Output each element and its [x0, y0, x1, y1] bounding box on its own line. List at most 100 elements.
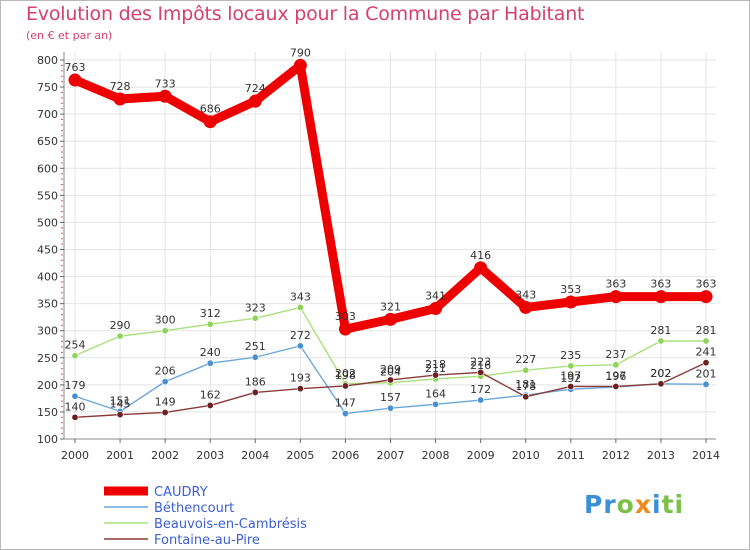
y-tick-label-650: 650	[37, 135, 58, 148]
point-fontaine-au-pire-2004	[251, 388, 259, 396]
y-minor-tick	[61, 259, 63, 261]
chart-title: Evolution des Impôts locaux pour la Comm…	[26, 3, 585, 25]
data-label-bethencourt-2005: 272	[290, 329, 311, 342]
point-caudry-2014	[699, 290, 713, 304]
data-label-beauvois-en-cambresis-2008: 211	[425, 362, 446, 375]
logo-part-1: o	[616, 490, 635, 519]
legend-label-caudry: CAUDRY	[154, 485, 208, 500]
x-tick-label-2007: 2007	[377, 449, 405, 462]
point-caudry-2002	[158, 89, 172, 103]
point-beauvois-en-cambresis-2013	[657, 337, 665, 345]
y-minor-tick	[61, 297, 63, 299]
y-minor-tick	[61, 351, 63, 353]
y-minor-tick	[61, 81, 63, 83]
y-minor-tick	[61, 378, 63, 380]
legend-label-bethencourt: Béthencourt	[154, 501, 234, 516]
data-label-bethencourt-2014: 201	[696, 367, 717, 380]
data-label-bethencourt-2001: 151	[110, 394, 131, 407]
y-axis-ticks: 100 150 200 250 300 350 400 450 500 550 600 650 700 7…	[37, 54, 64, 446]
point-bethencourt-2009	[477, 396, 485, 404]
data-label-fontaine-au-pire-2007: 209	[380, 363, 401, 376]
data-label-bethencourt-2012: 196	[605, 370, 626, 383]
y-minor-tick	[61, 119, 63, 121]
point-caudry-2012	[609, 290, 623, 304]
point-fontaine-au-pire-2014	[702, 359, 710, 367]
x-axis-ticks: 2000 2001 2002 2003 2004 2005 2006 2007 2008 2009…	[61, 439, 720, 462]
y-minor-tick	[61, 232, 63, 234]
y-minor-tick	[61, 75, 63, 77]
y-minor-tick	[61, 281, 63, 283]
point-fontaine-au-pire-2008	[432, 371, 440, 379]
point-fontaine-au-pire-2013	[657, 380, 665, 388]
y-minor-tick	[61, 129, 63, 131]
y-minor-tick	[61, 313, 63, 315]
point-beauvois-en-cambresis-2003	[206, 320, 214, 328]
y-minor-tick	[61, 173, 63, 175]
y-minor-tick	[61, 422, 63, 424]
data-label-caudry-2010: 343	[515, 288, 536, 301]
x-tick-label-2000: 2000	[61, 449, 89, 462]
y-minor-tick	[61, 178, 63, 180]
series-layer	[68, 58, 713, 421]
y-minor-tick	[61, 395, 63, 397]
point-caudry-2008	[429, 302, 443, 316]
y-tick-label-600: 600	[37, 162, 58, 175]
x-tick-label-2011: 2011	[557, 449, 585, 462]
data-labels-layer: 179 151 206 240 251 272 147 157 164 172 181 192 196 2…	[65, 46, 717, 413]
data-label-beauvois-en-cambresis-2013: 281	[650, 324, 671, 337]
x-tick-label-2012: 2012	[602, 449, 630, 462]
y-minor-tick	[61, 102, 63, 104]
point-fontaine-au-pire-2011	[567, 382, 575, 390]
point-beauvois-en-cambresis-2012	[612, 361, 620, 369]
y-tick-label-250: 250	[37, 352, 58, 365]
data-label-bethencourt-2000: 179	[65, 379, 86, 392]
y-minor-tick	[61, 400, 63, 402]
point-beauvois-en-cambresis-2005	[296, 303, 304, 311]
y-minor-tick	[61, 341, 63, 343]
y-minor-tick	[61, 184, 63, 186]
legend-item-caudry: CAUDRY	[104, 485, 208, 500]
data-label-caudry-2006: 303	[335, 310, 356, 323]
y-minor-tick	[61, 270, 63, 272]
y-tick-label-450: 450	[37, 244, 58, 257]
data-label-caudry-2001: 728	[110, 80, 131, 93]
data-label-caudry-2011: 353	[560, 283, 581, 296]
data-label-caudry-2014: 363	[696, 278, 717, 291]
data-label-caudry-2012: 363	[605, 278, 626, 291]
y-tick-label-700: 700	[37, 108, 58, 121]
y-minor-tick	[61, 433, 63, 435]
y-minor-tick	[61, 200, 63, 202]
data-label-beauvois-en-cambresis-2001: 290	[110, 319, 131, 332]
logo-part-4: ti	[661, 490, 685, 519]
y-minor-tick	[61, 189, 63, 191]
point-fontaine-au-pire-2010	[522, 393, 530, 401]
point-bethencourt-2014	[702, 380, 710, 388]
proxiti-logo: Proxiti	[584, 490, 684, 519]
y-minor-tick	[61, 91, 63, 93]
y-minor-tick	[61, 324, 63, 326]
y-minor-tick	[61, 362, 63, 364]
point-caudry-2001	[113, 92, 127, 106]
data-label-beauvois-en-cambresis-2002: 300	[155, 314, 176, 327]
data-label-bethencourt-2010: 181	[515, 378, 536, 391]
data-label-fontaine-au-pire-2004: 186	[245, 375, 266, 388]
data-label-bethencourt-2004: 251	[245, 340, 266, 353]
data-label-beauvois-en-cambresis-2011: 235	[560, 349, 581, 362]
point-bethencourt-2005	[296, 342, 304, 350]
y-tick-label-500: 500	[37, 216, 58, 229]
data-label-bethencourt-2013: 202	[650, 367, 671, 380]
data-label-caudry-2003: 686	[200, 103, 221, 116]
y-tick-label-350: 350	[37, 298, 58, 311]
point-bethencourt-2002	[161, 378, 169, 386]
series-fontaine-au-pire	[71, 359, 710, 421]
chart-subtitle: (en € et par an)	[26, 29, 113, 42]
point-bethencourt-2008	[432, 400, 440, 408]
data-label-bethencourt-2007: 157	[380, 391, 401, 404]
logo-part-2: x	[634, 490, 652, 519]
point-caudry-2007	[384, 312, 397, 326]
data-label-fontaine-au-pire-2000: 140	[65, 400, 86, 413]
point-fontaine-au-pire-2005	[296, 385, 304, 393]
data-label-bethencourt-2009: 172	[470, 383, 491, 396]
y-minor-tick	[61, 265, 63, 267]
